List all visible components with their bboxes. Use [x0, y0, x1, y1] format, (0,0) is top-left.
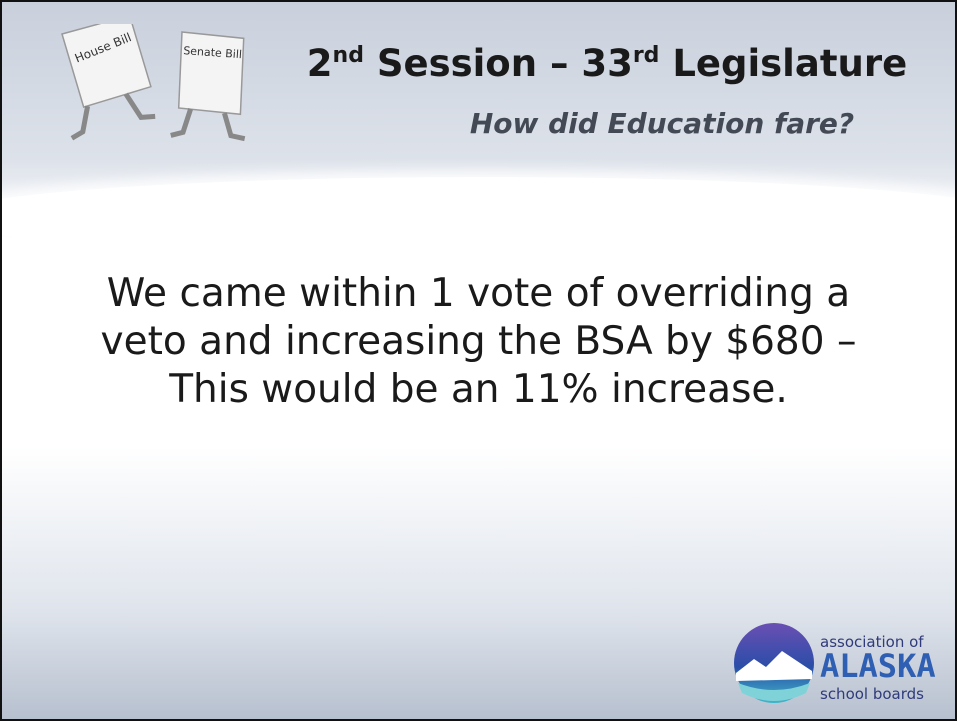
slide: House Bill Senate Bill 2nd Session – 33r… — [0, 0, 957, 721]
subtitle: How did Education fare? — [382, 107, 942, 140]
title-superscript: rd — [633, 43, 660, 68]
body-line: This would be an 11% increase. — [2, 366, 955, 414]
clipart: House Bill Senate Bill — [32, 24, 282, 164]
title-superscript: nd — [333, 43, 364, 68]
title-text: Legislature — [659, 42, 907, 85]
logo: association of ALASKA school boards — [732, 619, 947, 709]
body-line: We came within 1 vote of overriding a — [2, 270, 955, 318]
title-text: 2 — [307, 42, 333, 85]
title: 2nd Session – 33rd Legislature — [282, 42, 932, 85]
body-line: veto and increasing the BSA by $680 – — [2, 318, 955, 366]
logo-bottom: school boards — [820, 685, 924, 703]
header-band — [0, 177, 957, 257]
title-text: Session – 33 — [364, 42, 633, 85]
logo-middle: ALASKA — [820, 647, 936, 685]
